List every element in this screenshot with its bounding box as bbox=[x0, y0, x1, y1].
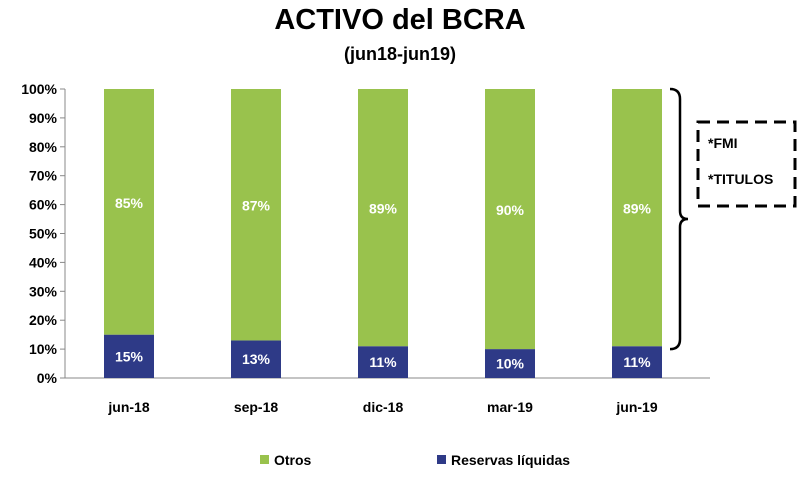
axis-layer: 0% 10% 20% 30% 40% 50% 60% 70% 80% 90% 100% jun-18 s… bbox=[21, 81, 710, 415]
y-tick-label: 60% bbox=[29, 197, 58, 213]
legend-swatch bbox=[260, 455, 269, 464]
y-tick-label: 70% bbox=[29, 168, 58, 184]
data-label-otros: 85% bbox=[115, 195, 144, 211]
y-tick-label: 40% bbox=[29, 254, 58, 270]
legend-layer: Otros Reservas líquidas bbox=[260, 452, 570, 468]
x-tick-label: jun-19 bbox=[615, 399, 657, 415]
chart-subtitle: (jun18-jun19) bbox=[343, 44, 456, 64]
data-label-reservas-liquidas: 10% bbox=[496, 356, 525, 372]
bar-reservas-liquidas bbox=[104, 334, 154, 378]
legend-swatch bbox=[437, 455, 446, 464]
bar-reservas-liquidas bbox=[612, 346, 662, 378]
y-tick-label: 50% bbox=[29, 226, 58, 242]
bar-otros bbox=[612, 89, 662, 347]
annotation-box bbox=[696, 120, 797, 208]
data-label-otros: 89% bbox=[369, 201, 398, 217]
bar-reservas-liquidas bbox=[231, 340, 281, 378]
bar-otros bbox=[104, 89, 154, 335]
bar-otros bbox=[485, 89, 535, 350]
bar-otros bbox=[231, 89, 281, 341]
bar-otros bbox=[358, 89, 408, 347]
y-tick-label: 0% bbox=[37, 370, 58, 386]
brace bbox=[669, 87, 689, 351]
data-label-reservas-liquidas: 11% bbox=[369, 354, 397, 370]
legend-label: Reservas líquidas bbox=[451, 452, 570, 468]
data-label-reservas-liquidas: 13% bbox=[242, 351, 271, 367]
y-tick-label: 90% bbox=[29, 110, 58, 126]
annotation-layer: *FMI *TITULOS bbox=[669, 87, 797, 351]
y-tick-label: 80% bbox=[29, 139, 58, 155]
annotation-item: *FMI bbox=[708, 135, 738, 151]
x-tick-label: sep-18 bbox=[234, 399, 279, 415]
y-tick-label: 10% bbox=[29, 341, 58, 357]
x-tick-label: jun-18 bbox=[107, 399, 149, 415]
data-label-otros: 90% bbox=[496, 202, 525, 218]
y-tick-label: 20% bbox=[29, 312, 58, 328]
data-label-otros: 89% bbox=[623, 201, 652, 217]
data-label-otros: 87% bbox=[242, 198, 271, 214]
x-tick-label: dic-18 bbox=[363, 399, 404, 415]
chart-title: ACTIVO del BCRA bbox=[274, 4, 526, 36]
bar-reservas-liquidas bbox=[485, 349, 535, 378]
y-tick-label: 100% bbox=[21, 81, 57, 97]
bars-layer bbox=[104, 89, 662, 378]
legend-label: Otros bbox=[274, 452, 312, 468]
data-label-reservas-liquidas: 11% bbox=[623, 354, 651, 370]
y-tick-label: 30% bbox=[29, 283, 58, 299]
annotation-item: *TITULOS bbox=[708, 171, 773, 187]
x-tick-label: mar-19 bbox=[487, 399, 533, 415]
labels-layer: 15% 85% 13% 87% 11% 89% 10% 90% 11% 89% bbox=[115, 195, 652, 372]
bar-reservas-liquidas bbox=[358, 346, 408, 378]
data-label-reservas-liquidas: 15% bbox=[115, 348, 144, 364]
